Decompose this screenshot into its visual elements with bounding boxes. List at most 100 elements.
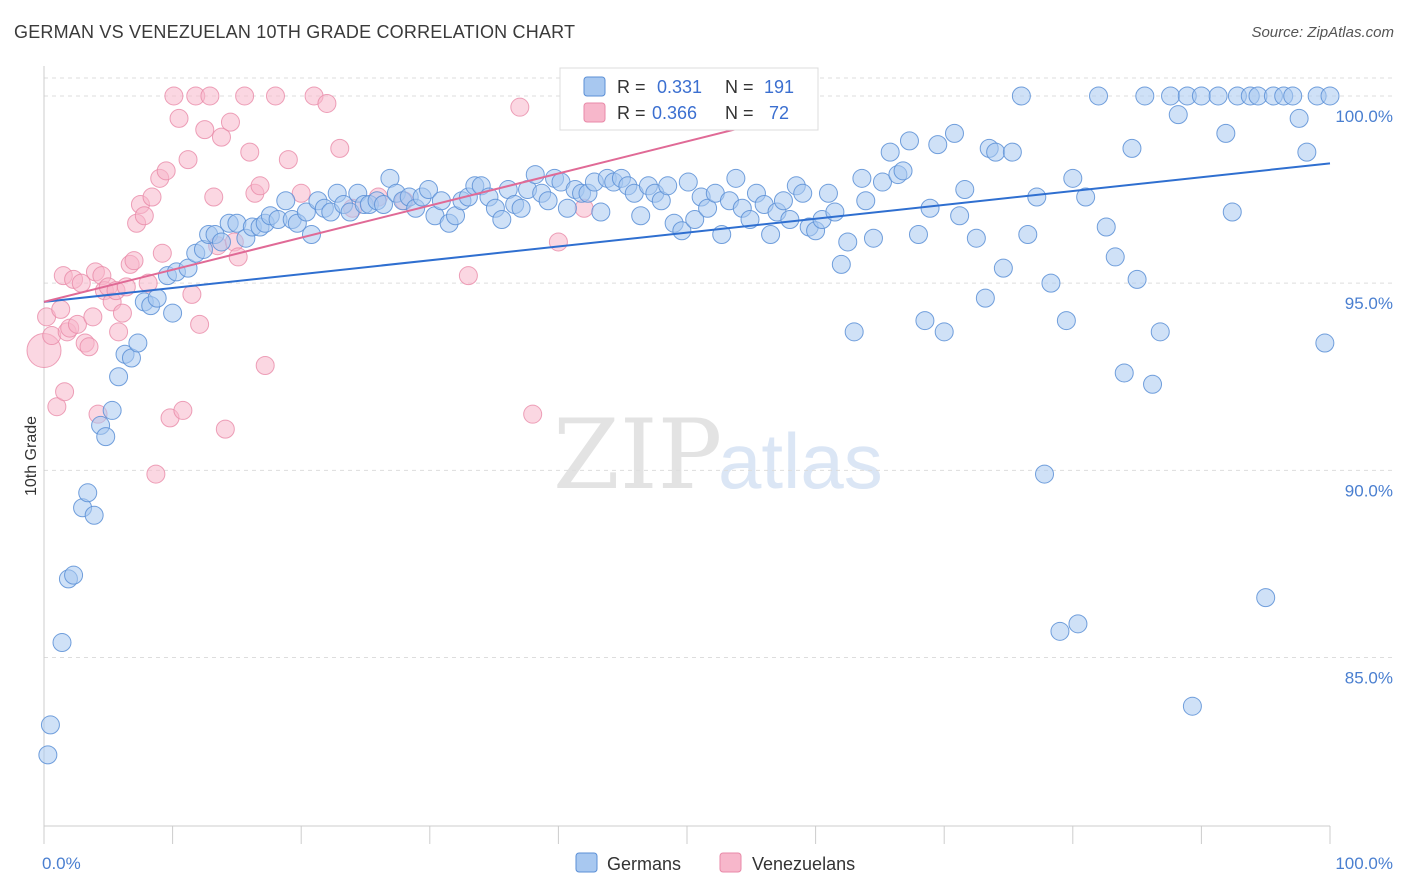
y-tick-labels: 85.0% 90.0% 95.0% 100.0% (1335, 107, 1393, 688)
german-point (1289, 108, 1309, 128)
venezuelan-point (55, 382, 75, 402)
legend-r-label-venezuelans: R = (617, 103, 646, 123)
german-point (966, 228, 986, 248)
venezuelan-point (523, 404, 543, 424)
german-point (1143, 374, 1163, 394)
venezuelan-point (291, 183, 311, 203)
german-point (986, 142, 1006, 162)
german-point (872, 172, 892, 192)
german-point (52, 633, 72, 653)
german-point (511, 198, 531, 218)
german-point (915, 311, 935, 331)
german-point (102, 400, 122, 420)
german-point (1063, 168, 1083, 188)
german-point (1315, 333, 1335, 353)
legend-swatch-germans (583, 76, 606, 97)
venezuelan-point (178, 150, 198, 170)
watermark-atlas: atlas (718, 417, 883, 505)
german-point (1127, 269, 1147, 289)
german-point (950, 206, 970, 226)
y-tick-label: 85.0% (1345, 669, 1393, 688)
y-axis-label: 10th Grade (23, 416, 40, 496)
venezuelan-point (138, 273, 158, 293)
german-point (1041, 273, 1061, 293)
german-point (1027, 187, 1047, 207)
venezuelan-point (182, 284, 202, 304)
venezuelan-point (220, 112, 240, 132)
y-tick-label: 95.0% (1345, 294, 1393, 313)
german-point (685, 209, 705, 229)
venezuelan-point (204, 187, 224, 207)
german-point (993, 258, 1013, 278)
german-point (374, 195, 394, 215)
german-point (1297, 142, 1317, 162)
trendline-venezuelans (43, 121, 765, 303)
german-point (591, 202, 611, 222)
gridlines (44, 77, 1392, 659)
german-point (1182, 696, 1202, 716)
german-point (698, 198, 718, 218)
german-point (1216, 123, 1236, 143)
venezuelan-point (79, 337, 99, 357)
legend-n-label-germans: N = (725, 77, 754, 97)
venezuelan-point (109, 322, 129, 342)
german-point (419, 180, 439, 200)
german-point (899, 131, 919, 151)
german-point (773, 191, 793, 211)
german-point (658, 176, 678, 196)
german-point (557, 198, 577, 218)
legend-n-germans: 191 (764, 77, 794, 97)
german-point (492, 209, 512, 229)
german-point (793, 183, 813, 203)
venezuelan-point (330, 138, 350, 158)
german-point (880, 142, 900, 162)
venezuelan-point (169, 108, 189, 128)
venezuelan-point (317, 93, 337, 113)
german-point (1256, 588, 1276, 608)
german-point (934, 322, 954, 342)
german-point (1161, 86, 1181, 106)
venezuelan-point (83, 307, 103, 327)
venezuelan-point (156, 161, 176, 181)
bottom-legend: Germans Venezuelans (575, 852, 855, 874)
legend-n-venezuelans: 72 (769, 103, 789, 123)
venezuelan-point (240, 142, 260, 162)
german-point (84, 505, 104, 525)
german-point (631, 206, 651, 226)
legend-n-label-venezuelans: N = (725, 103, 754, 123)
bottom-legend-swatch-venezuelans (719, 852, 742, 873)
venezuelan-point (173, 400, 193, 420)
venezuelan-point (112, 303, 132, 323)
german-point (1222, 202, 1242, 222)
german-point (1089, 86, 1109, 106)
venezuelan-point (278, 150, 298, 170)
german-point (780, 209, 800, 229)
german-point (538, 191, 558, 211)
venezuelan-point (211, 127, 231, 147)
german-point (844, 322, 864, 342)
trendline-germans (43, 162, 1331, 303)
german-point (893, 161, 913, 181)
german-point (64, 565, 84, 585)
german-point (296, 202, 316, 222)
venezuelan-point (67, 314, 87, 334)
german-point (1011, 86, 1031, 106)
legend-r-germans: 0.331 (657, 77, 702, 97)
german-point (838, 232, 858, 252)
german-point (1035, 464, 1055, 484)
german-point (1208, 86, 1228, 106)
german-point (1018, 224, 1038, 244)
chart-title: GERMAN VS VENEZUELAN 10TH GRADE CORRELAT… (14, 22, 576, 42)
german-point (1122, 138, 1142, 158)
venezuelan-point (146, 464, 166, 484)
legend-r-venezuelans: 0.366 (652, 103, 697, 123)
legend-swatch-venezuelans (583, 102, 606, 123)
german-point (831, 254, 851, 274)
legend-r-label-germans: R = (617, 77, 646, 97)
bottom-legend-venezuelans: Venezuelans (752, 854, 855, 874)
german-point (128, 333, 148, 353)
series-germans-points (38, 86, 1340, 765)
x-tick-label: 100.0% (1335, 854, 1393, 873)
german-point (1114, 363, 1134, 383)
venezuelan-point (215, 419, 235, 439)
